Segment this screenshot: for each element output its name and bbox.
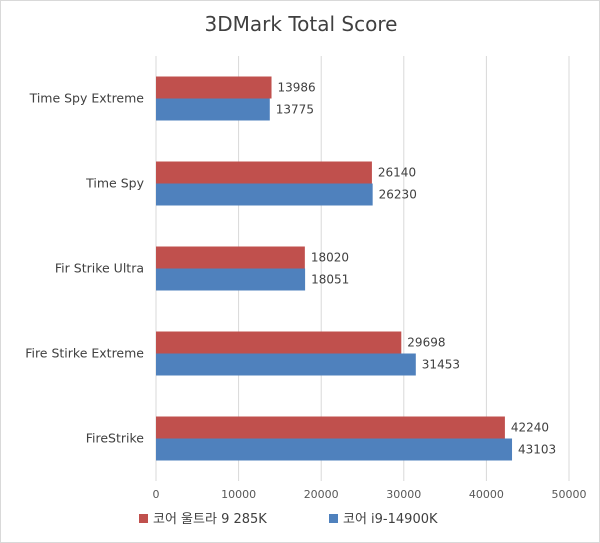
labels: 0 10000 20000 30000 40000 50000 Time Spy Extre…: [25, 81, 586, 502]
category-label: FireStrike: [86, 431, 145, 446]
data-label: 42240: [511, 421, 549, 435]
legend-swatch: [329, 514, 338, 523]
category-label: Fir Strike Ultra: [55, 261, 144, 276]
bar: [156, 268, 306, 291]
legend-label: 코어 울트라 9 285K: [153, 512, 267, 527]
bar: [156, 183, 373, 206]
data-label: 18051: [311, 273, 349, 287]
category-label: Time Spy Extreme: [29, 91, 145, 106]
x-tick-label: 20000: [304, 488, 339, 501]
legend-label: 코어 i9-14900K: [343, 512, 438, 527]
legend-swatch: [139, 514, 148, 523]
bar: [156, 161, 372, 184]
x-tick-label: 50000: [552, 488, 587, 501]
bar: [156, 353, 416, 376]
x-tick-label: 40000: [469, 488, 504, 501]
legend: 코어 울트라 9 285K 코어 i9-14900K: [139, 512, 438, 527]
data-label: 31453: [422, 358, 460, 372]
data-label: 29698: [407, 336, 445, 350]
bar: [156, 416, 505, 439]
bar: [156, 98, 270, 121]
category-label: Time Spy: [85, 176, 144, 191]
data-label: 18020: [311, 251, 349, 265]
data-label: 13775: [276, 103, 314, 117]
x-tick-label: 30000: [386, 488, 421, 501]
bar: [156, 331, 402, 354]
bar: [156, 246, 305, 269]
category-label: Fire Stirke Extreme: [25, 346, 144, 361]
bars: [156, 76, 513, 461]
data-label: 13986: [278, 81, 316, 95]
x-tick-label: 10000: [221, 488, 256, 501]
x-tick-label: 0: [153, 488, 160, 501]
data-label: 26140: [378, 166, 416, 180]
bar: [156, 438, 513, 461]
gridlines: [155, 56, 570, 481]
data-label: 26230: [379, 188, 417, 202]
chart-title: 3DMark Total Score: [205, 12, 398, 36]
data-label: 43103: [518, 443, 556, 457]
bar: [156, 76, 272, 99]
